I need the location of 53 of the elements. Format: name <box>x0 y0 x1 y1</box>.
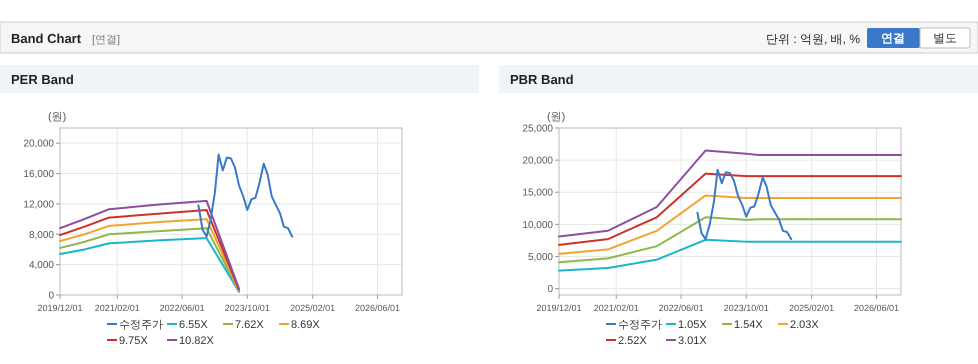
legend-label: 10.82X <box>179 335 215 347</box>
x-tick-label: 2023/10/01 <box>724 303 769 313</box>
x-tick-label: 2026/06/01 <box>854 303 900 313</box>
legend-label: 8.69X <box>291 319 320 331</box>
legend-label: 1.05X <box>678 319 708 331</box>
line-series <box>558 238 902 272</box>
legend-label: 7.62X <box>235 319 264 331</box>
line-series <box>696 168 792 240</box>
legend-label: 9.75X <box>119 335 148 347</box>
text: Band Chart <box>11 31 82 46</box>
text: 단위 : 억원, 배, % <box>766 32 860 46</box>
line-series <box>558 194 902 255</box>
legend-label: 6.55X <box>179 319 208 331</box>
x-tick-label: 2026/06/01 <box>355 303 400 313</box>
line-series <box>558 149 902 238</box>
y-axis-title: (원) <box>48 111 66 123</box>
y-axis-title: (원) <box>547 111 566 123</box>
x-tick-label: 2022/06/01 <box>658 303 704 313</box>
legend-label: 수정주가 <box>119 319 163 331</box>
y-tick-label: 20,000 <box>522 156 554 167</box>
x-tick-label: 2025/02/01 <box>290 303 336 313</box>
x-tick-label: 2021/02/01 <box>594 303 639 313</box>
x-tick-label: 2019/12/01 <box>37 303 83 313</box>
line-series <box>558 216 902 264</box>
chart-title: PER Band <box>11 72 74 87</box>
legend-label: 2.52X <box>618 335 648 347</box>
y-tick-label: 20,000 <box>23 138 54 150</box>
legend-label: 1.54X <box>734 319 764 331</box>
legend-label: 3.01X <box>678 335 708 347</box>
y-tick-label: 10,000 <box>522 220 554 231</box>
x-tick-label: 2021/02/01 <box>94 303 140 313</box>
y-tick-label: 0 <box>48 290 54 302</box>
toggle-button: 연결 <box>867 28 920 48</box>
legend-label: 수정주가 <box>618 319 662 331</box>
y-tick-label: 15,000 <box>522 188 554 199</box>
y-tick-label: 8,000 <box>28 230 54 241</box>
y-tick-label: 12,000 <box>23 199 54 210</box>
legend-label: 2.03X <box>790 319 820 331</box>
y-tick-label: 5,000 <box>528 252 554 263</box>
text: [연결] <box>92 34 120 46</box>
chart-title: PBR Band <box>510 72 574 87</box>
x-tick-label: 2022/06/01 <box>160 303 205 313</box>
x-tick-label: 2019/12/01 <box>536 303 582 313</box>
line-series <box>558 172 902 246</box>
x-tick-label: 2025/02/01 <box>789 303 834 313</box>
line-series <box>59 237 240 293</box>
y-tick-label: 25,000 <box>522 124 554 134</box>
x-tick-label: 2023/10/01 <box>224 303 270 313</box>
y-tick-label: 4,000 <box>28 260 54 272</box>
line-series <box>197 154 294 238</box>
y-tick-label: 16,000 <box>23 169 54 180</box>
toggle-button: 별도 <box>920 28 970 48</box>
y-tick-label: 0 <box>547 284 554 296</box>
